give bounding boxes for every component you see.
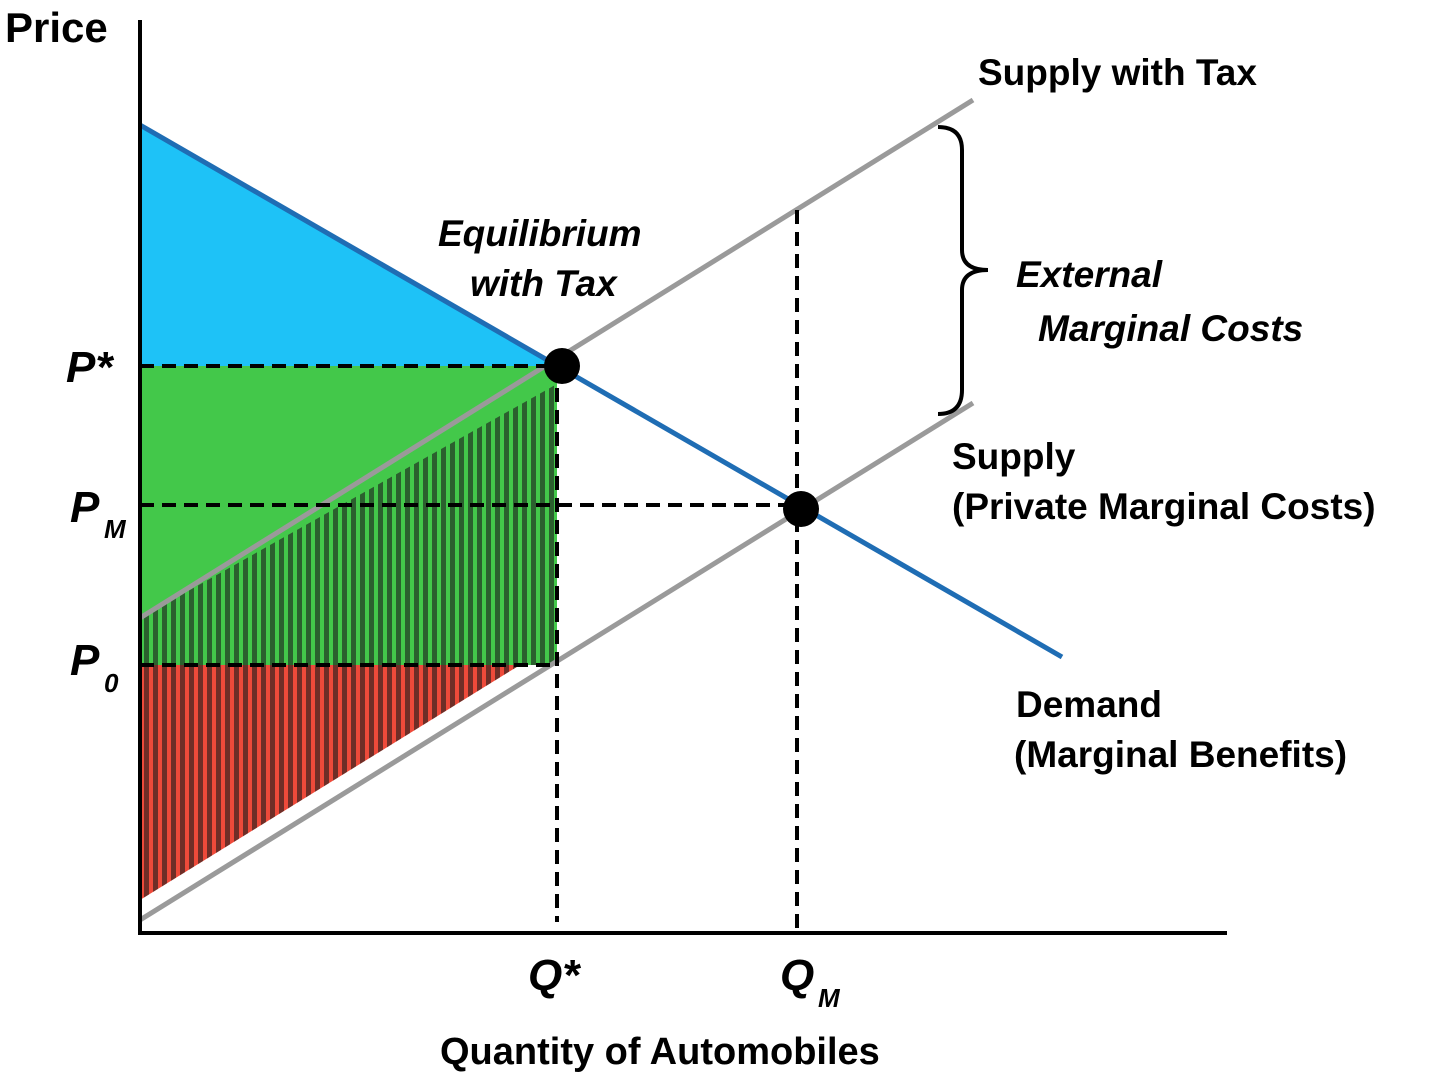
market-equilibrium-point (783, 491, 819, 527)
equilibrium-label-line2: with Tax (470, 263, 618, 304)
supply-label-line1: Supply (952, 436, 1076, 477)
tax-equilibrium-point (544, 348, 580, 384)
demand-curve (138, 122, 1064, 660)
external-cost-label-line1: External (1016, 254, 1163, 295)
pm-subscript: M (104, 514, 127, 544)
qm-label: Q (780, 951, 814, 1000)
y-axis-label: Price (5, 4, 108, 51)
supply-with-tax-label: Supply with Tax (978, 52, 1257, 93)
pm-label: P (70, 483, 100, 532)
p-star-label: P* (66, 343, 114, 392)
supply-label-line2: (Private Marginal Costs) (952, 486, 1376, 527)
demand-label-line1: Demand (1016, 684, 1162, 725)
q-star-label: Q* (528, 951, 581, 1000)
demand-label-line2: (Marginal Benefits) (1014, 734, 1347, 775)
p0-label: P (70, 636, 100, 685)
x-axis-label: Quantity of Automobiles (440, 1031, 880, 1073)
p0-subscript: 0 (104, 668, 119, 698)
external-cost-label-line2: Marginal Costs (1038, 308, 1303, 349)
external-cost-brace (937, 125, 989, 416)
producer-surplus-hatch (140, 665, 520, 900)
qm-subscript: M (818, 983, 841, 1013)
tax-revenue-hatch (140, 384, 557, 665)
equilibrium-label-line1: Equilibrium (438, 213, 642, 254)
